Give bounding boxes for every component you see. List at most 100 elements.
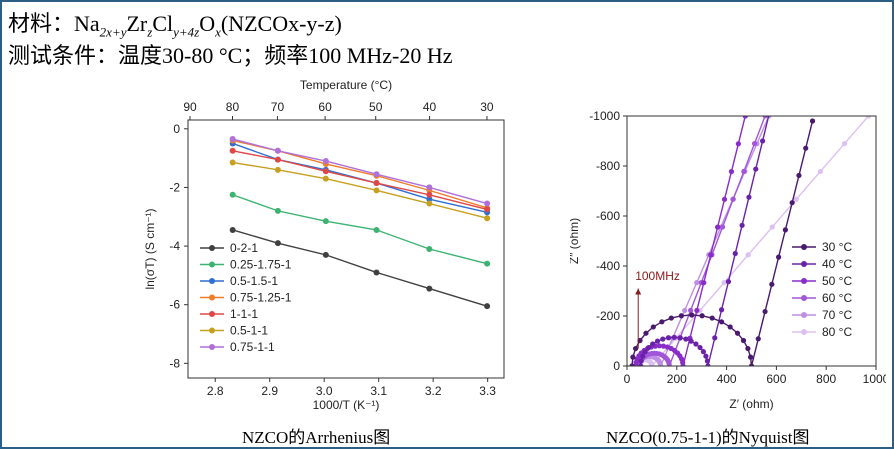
- data-point: [426, 200, 433, 207]
- data-point: [645, 344, 652, 351]
- data-point: [322, 218, 329, 225]
- y-tick-label: 0: [173, 122, 180, 136]
- data-point: [665, 335, 672, 341]
- top-tick-label: 80: [226, 100, 240, 114]
- data-point: [640, 353, 646, 359]
- data-point: [748, 363, 755, 366]
- series-line: [637, 116, 770, 366]
- data-point: [769, 224, 775, 230]
- formula-cl: Cl: [152, 11, 174, 36]
- data-point: [229, 136, 236, 143]
- data-point: [484, 200, 491, 207]
- data-point: [668, 315, 674, 321]
- y-tick-label: -600: [596, 209, 620, 223]
- data-point: [755, 336, 761, 342]
- data-point: [229, 226, 236, 233]
- top-tick-label: 70: [271, 100, 285, 114]
- data-point: [745, 345, 751, 352]
- formula-sub-o: x: [215, 24, 221, 40]
- data-point: [721, 280, 727, 286]
- series-line: [232, 229, 488, 307]
- y-tick-label: -4: [169, 239, 180, 253]
- data-point: [704, 358, 711, 364]
- top-tick-label: 90: [183, 100, 197, 114]
- data-point: [229, 159, 236, 166]
- data-point: [274, 207, 281, 214]
- series-line: [232, 150, 488, 211]
- data-point: [229, 147, 236, 154]
- data-point: [705, 363, 711, 366]
- data-point: [697, 344, 703, 351]
- y-tick-label: -400: [596, 259, 620, 273]
- data-point: [680, 363, 686, 366]
- data-point: [699, 313, 705, 319]
- data-point: [642, 349, 648, 355]
- x-tick-label: 3.1: [370, 384, 387, 398]
- y-tick-label: -8: [169, 356, 180, 370]
- data-point: [229, 191, 236, 198]
- x-tick-label: 800: [816, 372, 836, 386]
- data-point: [683, 336, 689, 342]
- formula-o: O: [199, 11, 216, 36]
- data-point: [650, 341, 656, 347]
- y-axis-title: ln(σT) (S cm⁻¹): [143, 208, 157, 289]
- annotation-arrow-head: [635, 288, 642, 295]
- legend-marker: [801, 278, 807, 284]
- data-point: [739, 222, 745, 228]
- data-point: [735, 141, 741, 147]
- series-line: [639, 116, 770, 366]
- legend-label: 0-2-1: [230, 241, 258, 255]
- legend-label: 1-1-1: [230, 307, 258, 321]
- annotation-label: 100MHz: [635, 269, 680, 283]
- legend-label: 0.75-1-1: [230, 340, 275, 354]
- formula-sub-cl: y+4z: [173, 24, 200, 40]
- data-point: [741, 168, 747, 174]
- legend-marker: [209, 245, 215, 251]
- legend-label: 50 °C: [822, 274, 852, 288]
- y-tick-label: -2: [169, 180, 180, 194]
- arrhenius-chart: 2.8 2.9 3.0 3.1 3.2 3.3 0 -2 -4 -6 -8 90 80 70 60 50 40 3…: [143, 78, 505, 412]
- legend-label: 30 °C: [822, 240, 852, 254]
- arrhenius-caption: NZCO的Arrhenius图: [242, 428, 391, 447]
- data-point: [789, 200, 795, 206]
- legend-marker: [801, 329, 807, 335]
- data-point: [708, 252, 714, 258]
- x-axis-title: Z′ (ohm): [729, 397, 773, 411]
- data-point: [740, 337, 747, 344]
- data-point: [638, 363, 644, 366]
- data-point: [274, 240, 281, 247]
- top-axis-title: Temperature (°C): [300, 78, 392, 92]
- data-point: [677, 335, 683, 341]
- data-point: [322, 175, 329, 182]
- data-point: [274, 156, 281, 163]
- data-point: [732, 250, 738, 257]
- formula-sub-zr: z: [147, 24, 153, 40]
- y-axis-title: Z″ (ohm): [570, 218, 581, 264]
- data-point: [767, 110, 772, 115]
- series-line: [232, 139, 488, 209]
- data-point: [322, 168, 329, 175]
- legend-marker: [801, 295, 807, 301]
- x-tick-label: 200: [667, 372, 687, 386]
- data-point: [671, 334, 677, 340]
- x-tick-label: 0: [624, 372, 631, 386]
- legend-marker: [209, 344, 215, 350]
- x-tick-label: 3.3: [479, 384, 496, 398]
- data-point: [373, 226, 380, 233]
- y-tick-label: -800: [596, 159, 620, 173]
- data-point: [678, 313, 684, 319]
- nyquist-caption: NZCO(0.75-1-1)的Nyquist图: [606, 428, 810, 447]
- data-point: [426, 196, 433, 203]
- y-tick-label: 0: [613, 359, 620, 373]
- data-point: [751, 140, 758, 147]
- series-line: [232, 138, 488, 205]
- data-point: [746, 194, 752, 200]
- data-point: [817, 168, 823, 175]
- data-point: [373, 180, 380, 187]
- y-tick-label: -1000: [589, 109, 620, 123]
- material-title: 材料：Na2x+yZrzCly+4zOx(NZCOx-y-z): [8, 6, 342, 40]
- data-point: [426, 246, 433, 252]
- data-point: [703, 353, 709, 359]
- data-point: [274, 147, 281, 154]
- x-tick-label: 3.0: [316, 384, 333, 398]
